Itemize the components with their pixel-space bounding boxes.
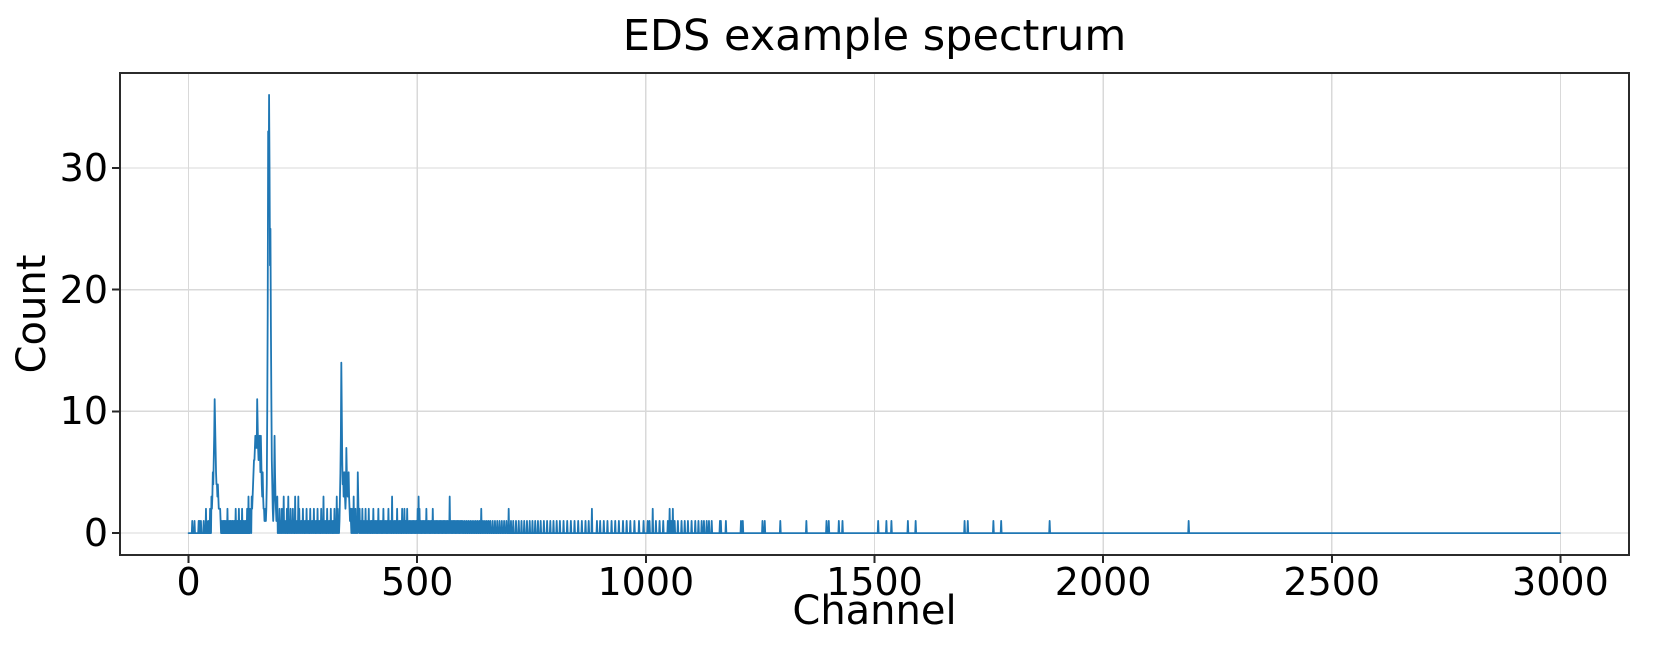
spectrum-line: [187, 94, 1561, 534]
y-tick-label: 30: [59, 145, 108, 190]
y-tick-label: 20: [59, 267, 108, 312]
y-tick-label: 10: [59, 389, 108, 434]
y-tick-label: 0: [83, 511, 108, 556]
x-tick-label: 0: [176, 560, 201, 604]
x-tick-label: 500: [380, 560, 454, 604]
x-tick-label: 1000: [597, 560, 695, 604]
x-tick-label: 1500: [826, 560, 923, 604]
x-tick-label: 3000: [1512, 560, 1609, 604]
x-tick-label: 2500: [1283, 560, 1381, 604]
chart-title: EDS example spectrum: [622, 11, 1127, 61]
x-axis-label: Channel: [792, 588, 957, 634]
x-tick-label: 2000: [1054, 560, 1152, 604]
